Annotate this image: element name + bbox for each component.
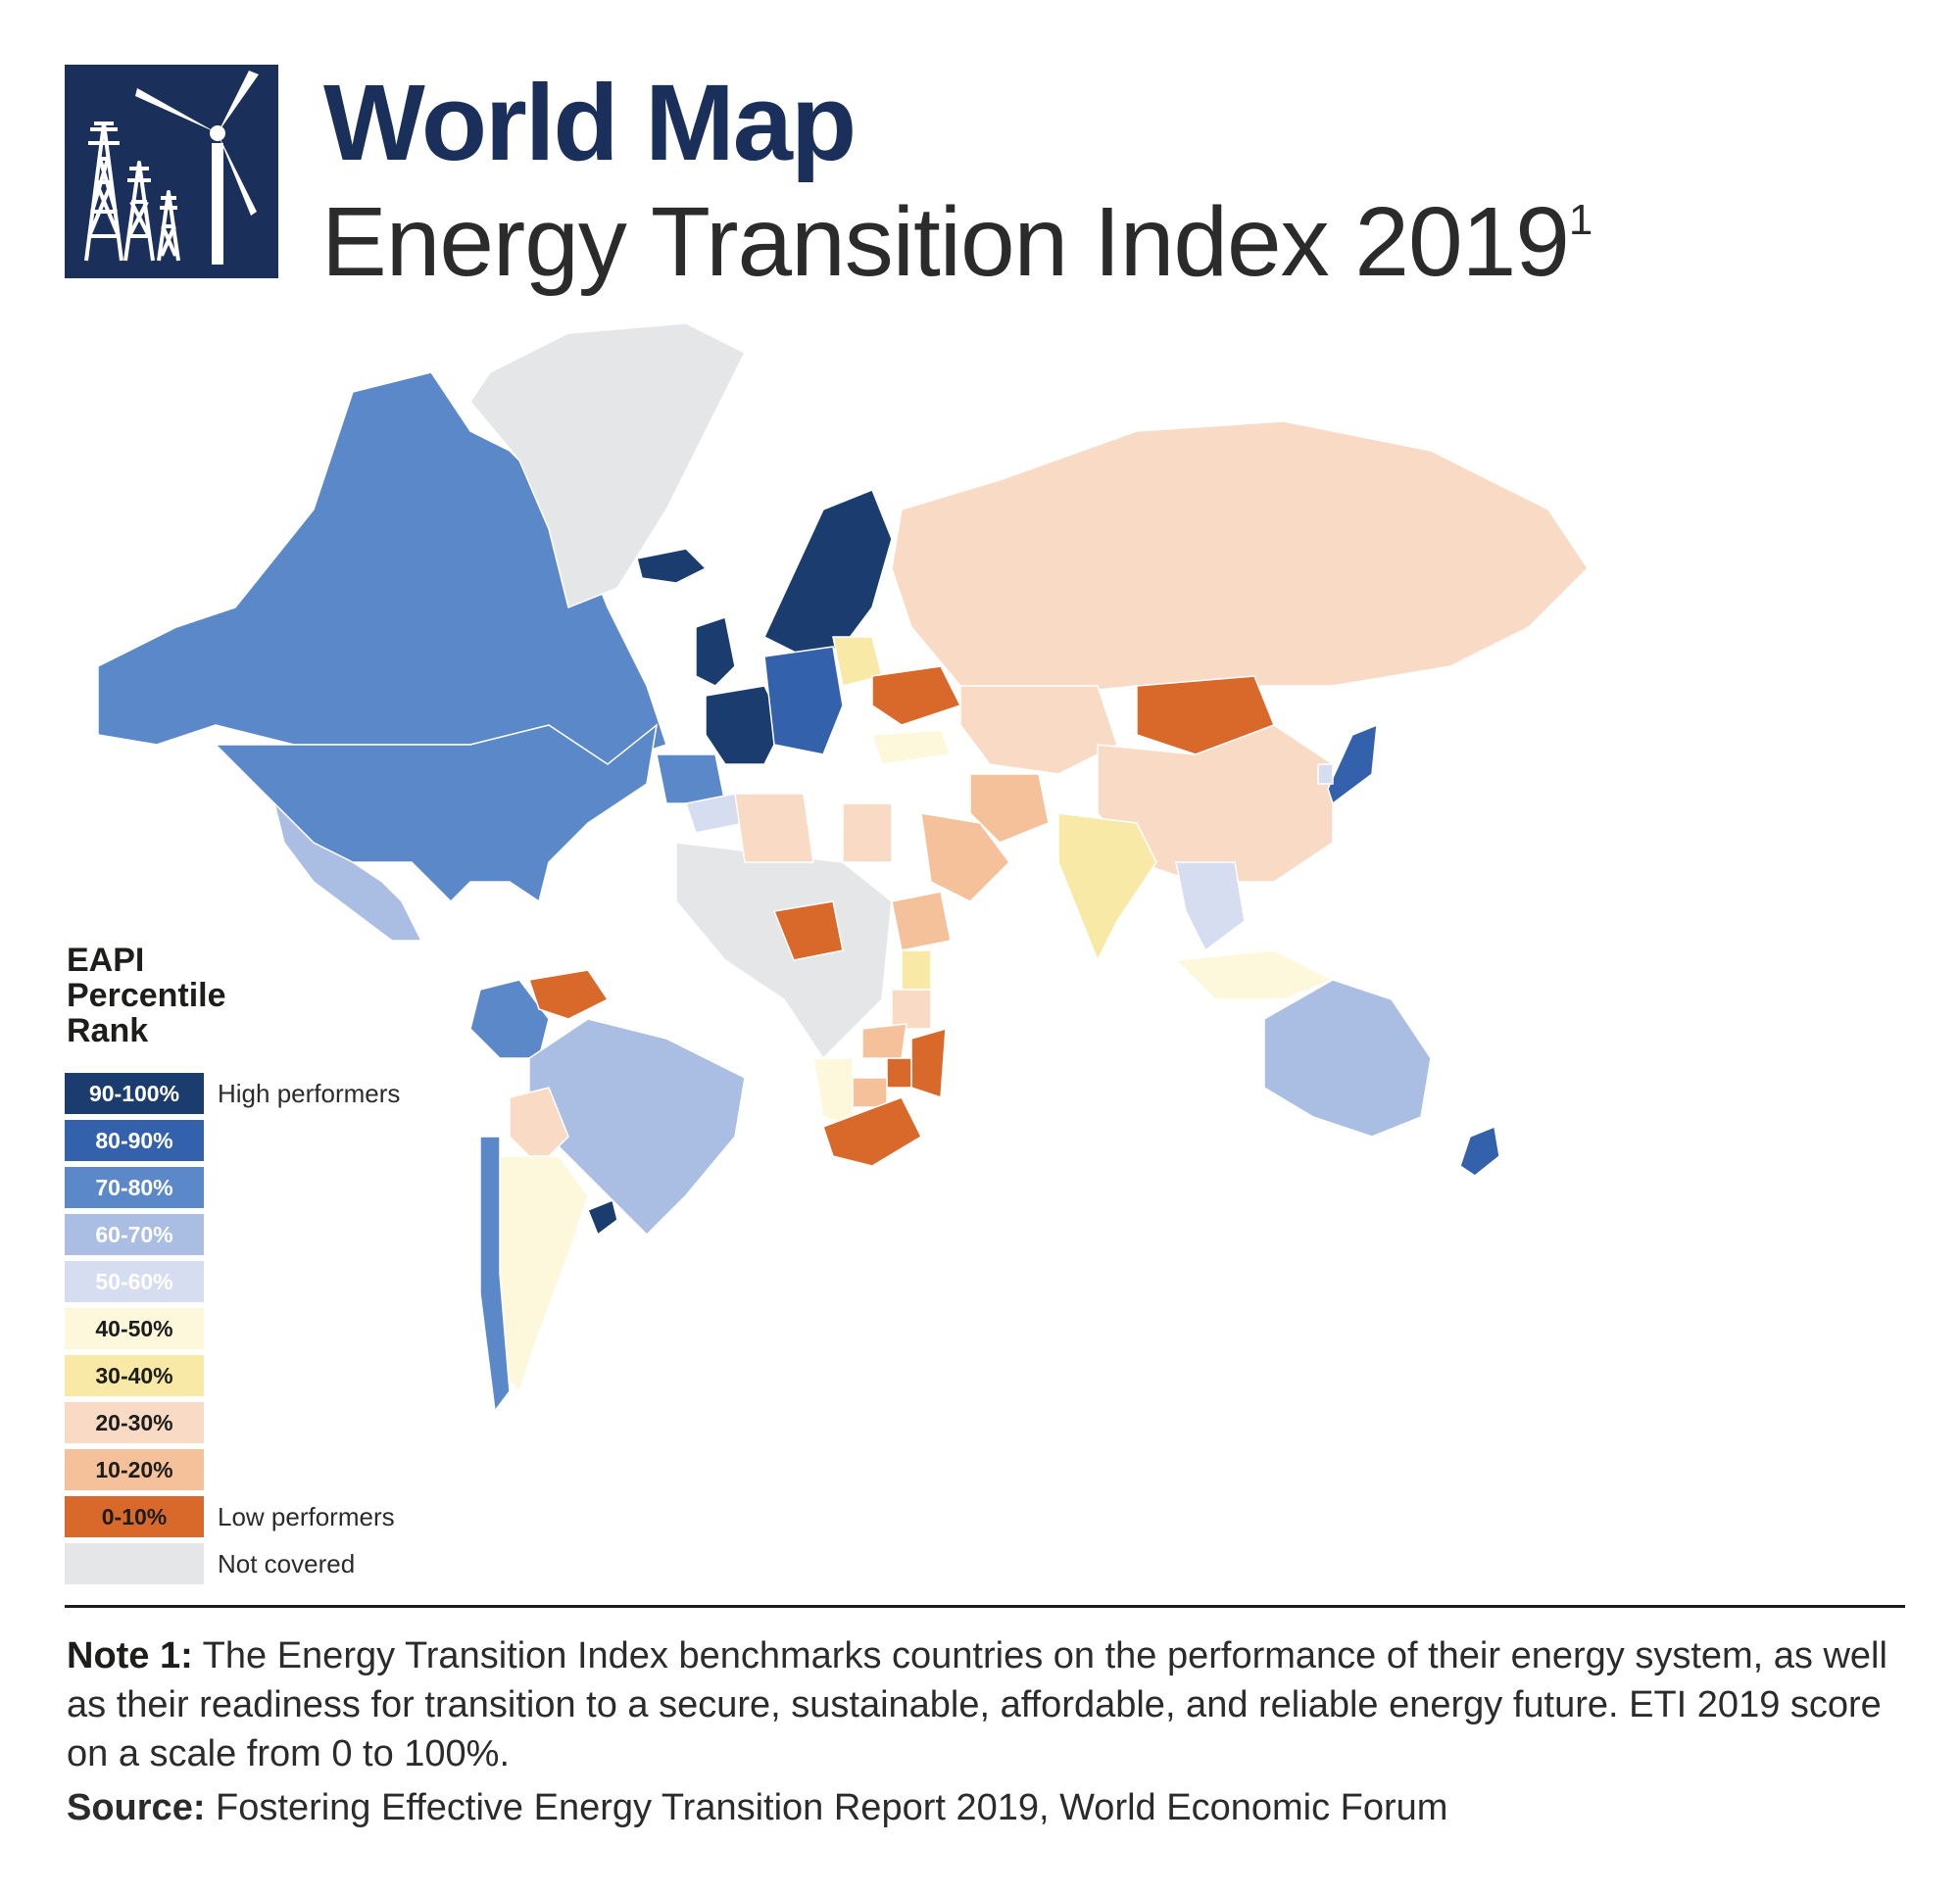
- country-region: [1459, 1125, 1500, 1177]
- page-subtitle: Energy Transition Index 20191: [321, 186, 1592, 299]
- country-region: [695, 616, 736, 687]
- country-region: [871, 665, 962, 726]
- legend-swatch: 40-50%: [65, 1308, 204, 1349]
- country-region: [528, 969, 610, 1020]
- footnote: Note 1: The Energy Transition Index benc…: [67, 1631, 1909, 1778]
- country-region: [1057, 812, 1157, 962]
- country-region: [852, 1077, 888, 1108]
- country-region: [822, 1096, 922, 1167]
- country-region: [1327, 723, 1378, 805]
- legend-swatch: 0-10%: [65, 1496, 204, 1537]
- country-region: [891, 891, 952, 951]
- country-region: [891, 420, 1589, 697]
- power-tower-wind-turbine-icon: [84, 71, 259, 265]
- source-text: Fostering Effective Energy Transition Re…: [205, 1787, 1448, 1828]
- legend-note: High performers: [218, 1079, 401, 1108]
- country-region: [734, 793, 814, 863]
- country-region: [636, 548, 708, 584]
- legend-title-line: EAPI: [67, 942, 145, 979]
- country-region: [886, 1057, 912, 1089]
- country-region: [910, 1027, 947, 1099]
- legend-title: EAPI Percentile Rank: [67, 943, 282, 1048]
- legend-swatch: 70-80%: [65, 1167, 204, 1208]
- legend-swatch: 60-70%: [65, 1214, 204, 1255]
- country-region: [479, 1136, 511, 1413]
- country-region: [763, 646, 844, 755]
- legend-swatch: 10-20%: [65, 1449, 204, 1490]
- country-region: [1317, 763, 1334, 785]
- legend-swatch: 30-40%: [65, 1355, 204, 1396]
- country-region: [656, 753, 726, 804]
- country-region: [509, 1087, 569, 1168]
- country-region: [861, 1023, 907, 1059]
- country-region: [969, 773, 1050, 844]
- legend-title-line: Percentile: [67, 977, 226, 1014]
- source-label: Source:: [67, 1787, 206, 1828]
- world-map: [97, 322, 1589, 1413]
- divider: [65, 1605, 1905, 1608]
- country-region: [587, 1198, 618, 1237]
- country-region: [469, 322, 747, 609]
- source-line: Source: Fostering Effective Energy Trans…: [67, 1783, 1909, 1832]
- country-region: [891, 989, 932, 1030]
- country-region: [675, 842, 893, 1060]
- country-region: [901, 949, 932, 991]
- country-region: [763, 489, 893, 657]
- legend-title-line: Rank: [67, 1012, 149, 1049]
- legend-note: Low performers: [218, 1502, 395, 1531]
- country-region: [920, 812, 1010, 902]
- country-region: [705, 685, 785, 765]
- legend-swatch: 20-30%: [65, 1402, 204, 1443]
- map-regions: [97, 322, 1589, 1413]
- note-label: Note 1:: [67, 1635, 193, 1676]
- country-region: [812, 1057, 854, 1129]
- legend-swatch: [65, 1543, 204, 1584]
- legend-note: Not covered: [218, 1549, 356, 1578]
- page-title: World Map: [323, 63, 857, 183]
- country-region: [1175, 861, 1246, 952]
- legend-swatch: 90-100%: [65, 1073, 204, 1114]
- country-region: [772, 900, 844, 961]
- country-region: [959, 685, 1118, 775]
- country-region: [1174, 949, 1335, 1000]
- note-text: The Energy Transition Index benchmarks c…: [67, 1635, 1887, 1774]
- legend-swatch: 80-90%: [65, 1120, 204, 1161]
- country-region: [272, 801, 423, 942]
- footnote-marker: 1: [1568, 196, 1593, 244]
- country-region: [842, 802, 893, 863]
- country-region: [1263, 979, 1432, 1138]
- subtitle-text: Energy Transition Index 2019: [321, 187, 1570, 297]
- country-region: [870, 729, 953, 765]
- logo: [65, 65, 278, 278]
- legend-swatch: 50-60%: [65, 1261, 204, 1302]
